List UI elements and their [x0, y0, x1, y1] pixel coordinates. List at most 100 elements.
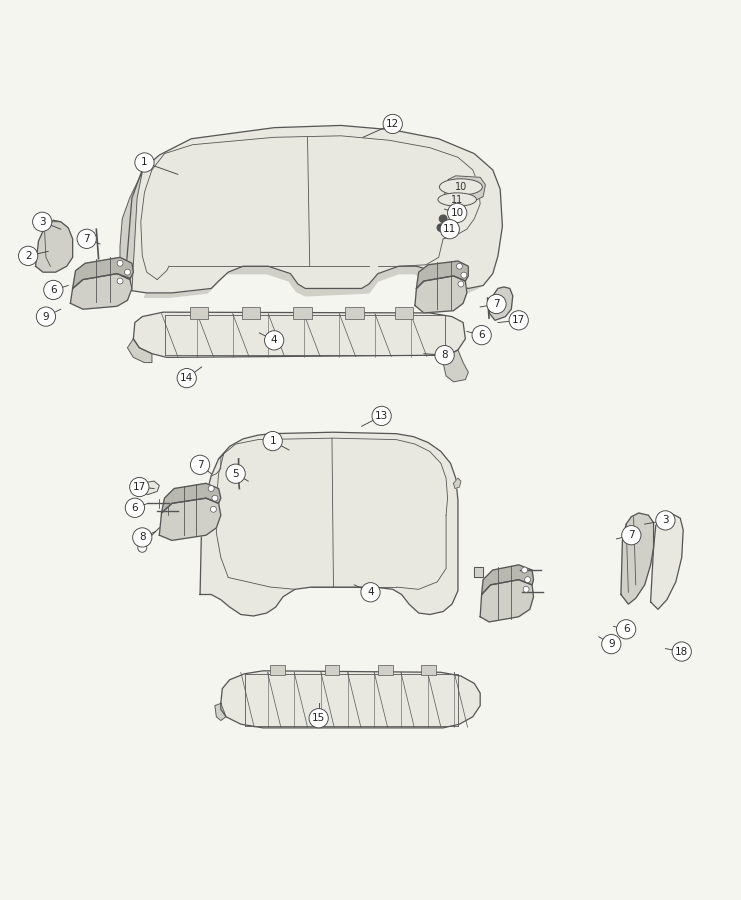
Circle shape	[33, 212, 52, 231]
FancyBboxPatch shape	[242, 307, 260, 319]
FancyBboxPatch shape	[325, 665, 339, 675]
Circle shape	[440, 220, 459, 238]
Polygon shape	[416, 261, 468, 289]
Circle shape	[117, 260, 123, 266]
Circle shape	[77, 230, 96, 248]
Text: 5: 5	[233, 469, 239, 479]
FancyBboxPatch shape	[190, 307, 208, 319]
Text: 7: 7	[197, 460, 203, 470]
Text: 7: 7	[628, 530, 634, 540]
Text: 10: 10	[451, 208, 464, 218]
Text: 11: 11	[443, 224, 456, 234]
Text: 6: 6	[132, 503, 138, 513]
Circle shape	[130, 477, 149, 497]
FancyBboxPatch shape	[270, 665, 285, 675]
Polygon shape	[215, 704, 226, 721]
Polygon shape	[133, 312, 465, 357]
Circle shape	[44, 280, 63, 300]
Text: 11: 11	[451, 194, 463, 204]
Circle shape	[448, 203, 467, 222]
Text: 8: 8	[442, 350, 448, 360]
Text: 9: 9	[43, 311, 49, 321]
Circle shape	[602, 634, 621, 653]
Polygon shape	[651, 513, 683, 609]
Circle shape	[523, 586, 529, 592]
Text: 7: 7	[494, 299, 499, 309]
Circle shape	[509, 310, 528, 330]
Polygon shape	[36, 220, 73, 272]
Circle shape	[672, 642, 691, 662]
Circle shape	[19, 247, 38, 266]
Polygon shape	[144, 266, 488, 297]
Text: 6: 6	[623, 625, 629, 634]
Circle shape	[456, 264, 462, 269]
Text: 4: 4	[271, 336, 277, 346]
Text: 14: 14	[180, 374, 193, 383]
Polygon shape	[159, 499, 221, 540]
Circle shape	[117, 278, 123, 284]
Polygon shape	[70, 274, 132, 310]
Circle shape	[525, 577, 531, 582]
Text: 2: 2	[25, 251, 31, 261]
Circle shape	[212, 495, 218, 501]
Circle shape	[617, 620, 636, 639]
Circle shape	[656, 511, 675, 530]
Text: 6: 6	[479, 330, 485, 340]
Circle shape	[472, 326, 491, 345]
Circle shape	[461, 272, 467, 278]
Polygon shape	[415, 276, 467, 313]
FancyBboxPatch shape	[293, 307, 312, 319]
Circle shape	[439, 215, 447, 222]
FancyBboxPatch shape	[378, 665, 393, 675]
Circle shape	[372, 406, 391, 426]
Text: 1: 1	[142, 158, 147, 167]
Polygon shape	[127, 339, 152, 363]
Polygon shape	[200, 432, 458, 616]
Polygon shape	[443, 350, 468, 382]
Polygon shape	[621, 513, 654, 604]
Circle shape	[263, 431, 282, 451]
Polygon shape	[453, 478, 461, 489]
Polygon shape	[139, 482, 159, 494]
Circle shape	[435, 346, 454, 365]
Text: 18: 18	[675, 646, 688, 657]
Ellipse shape	[439, 179, 482, 195]
Circle shape	[125, 499, 144, 517]
FancyBboxPatch shape	[421, 665, 436, 675]
Polygon shape	[124, 125, 502, 292]
Polygon shape	[221, 670, 480, 728]
Circle shape	[522, 567, 528, 573]
Text: 3: 3	[662, 516, 668, 526]
Polygon shape	[162, 483, 221, 513]
Circle shape	[487, 294, 506, 314]
Text: 7: 7	[84, 234, 90, 244]
Circle shape	[124, 269, 130, 275]
Circle shape	[208, 486, 214, 491]
Text: 9: 9	[608, 639, 614, 649]
Text: 3: 3	[39, 217, 45, 227]
Circle shape	[226, 464, 245, 483]
Circle shape	[383, 114, 402, 133]
Text: 6: 6	[50, 285, 56, 295]
Polygon shape	[482, 565, 534, 595]
Text: 13: 13	[375, 411, 388, 421]
Text: 10: 10	[455, 182, 467, 192]
Ellipse shape	[438, 193, 476, 206]
Circle shape	[458, 281, 464, 287]
Circle shape	[36, 307, 56, 327]
Circle shape	[361, 582, 380, 602]
Circle shape	[138, 544, 147, 553]
Text: 4: 4	[368, 588, 373, 598]
Polygon shape	[120, 172, 142, 291]
Polygon shape	[480, 580, 534, 622]
Polygon shape	[445, 176, 485, 202]
Text: 15: 15	[312, 713, 325, 724]
Circle shape	[622, 526, 641, 544]
Polygon shape	[73, 257, 133, 289]
Polygon shape	[474, 567, 483, 578]
Circle shape	[265, 330, 284, 350]
Polygon shape	[489, 287, 513, 320]
Circle shape	[309, 708, 328, 728]
Text: 1: 1	[270, 436, 276, 446]
FancyBboxPatch shape	[345, 307, 364, 319]
